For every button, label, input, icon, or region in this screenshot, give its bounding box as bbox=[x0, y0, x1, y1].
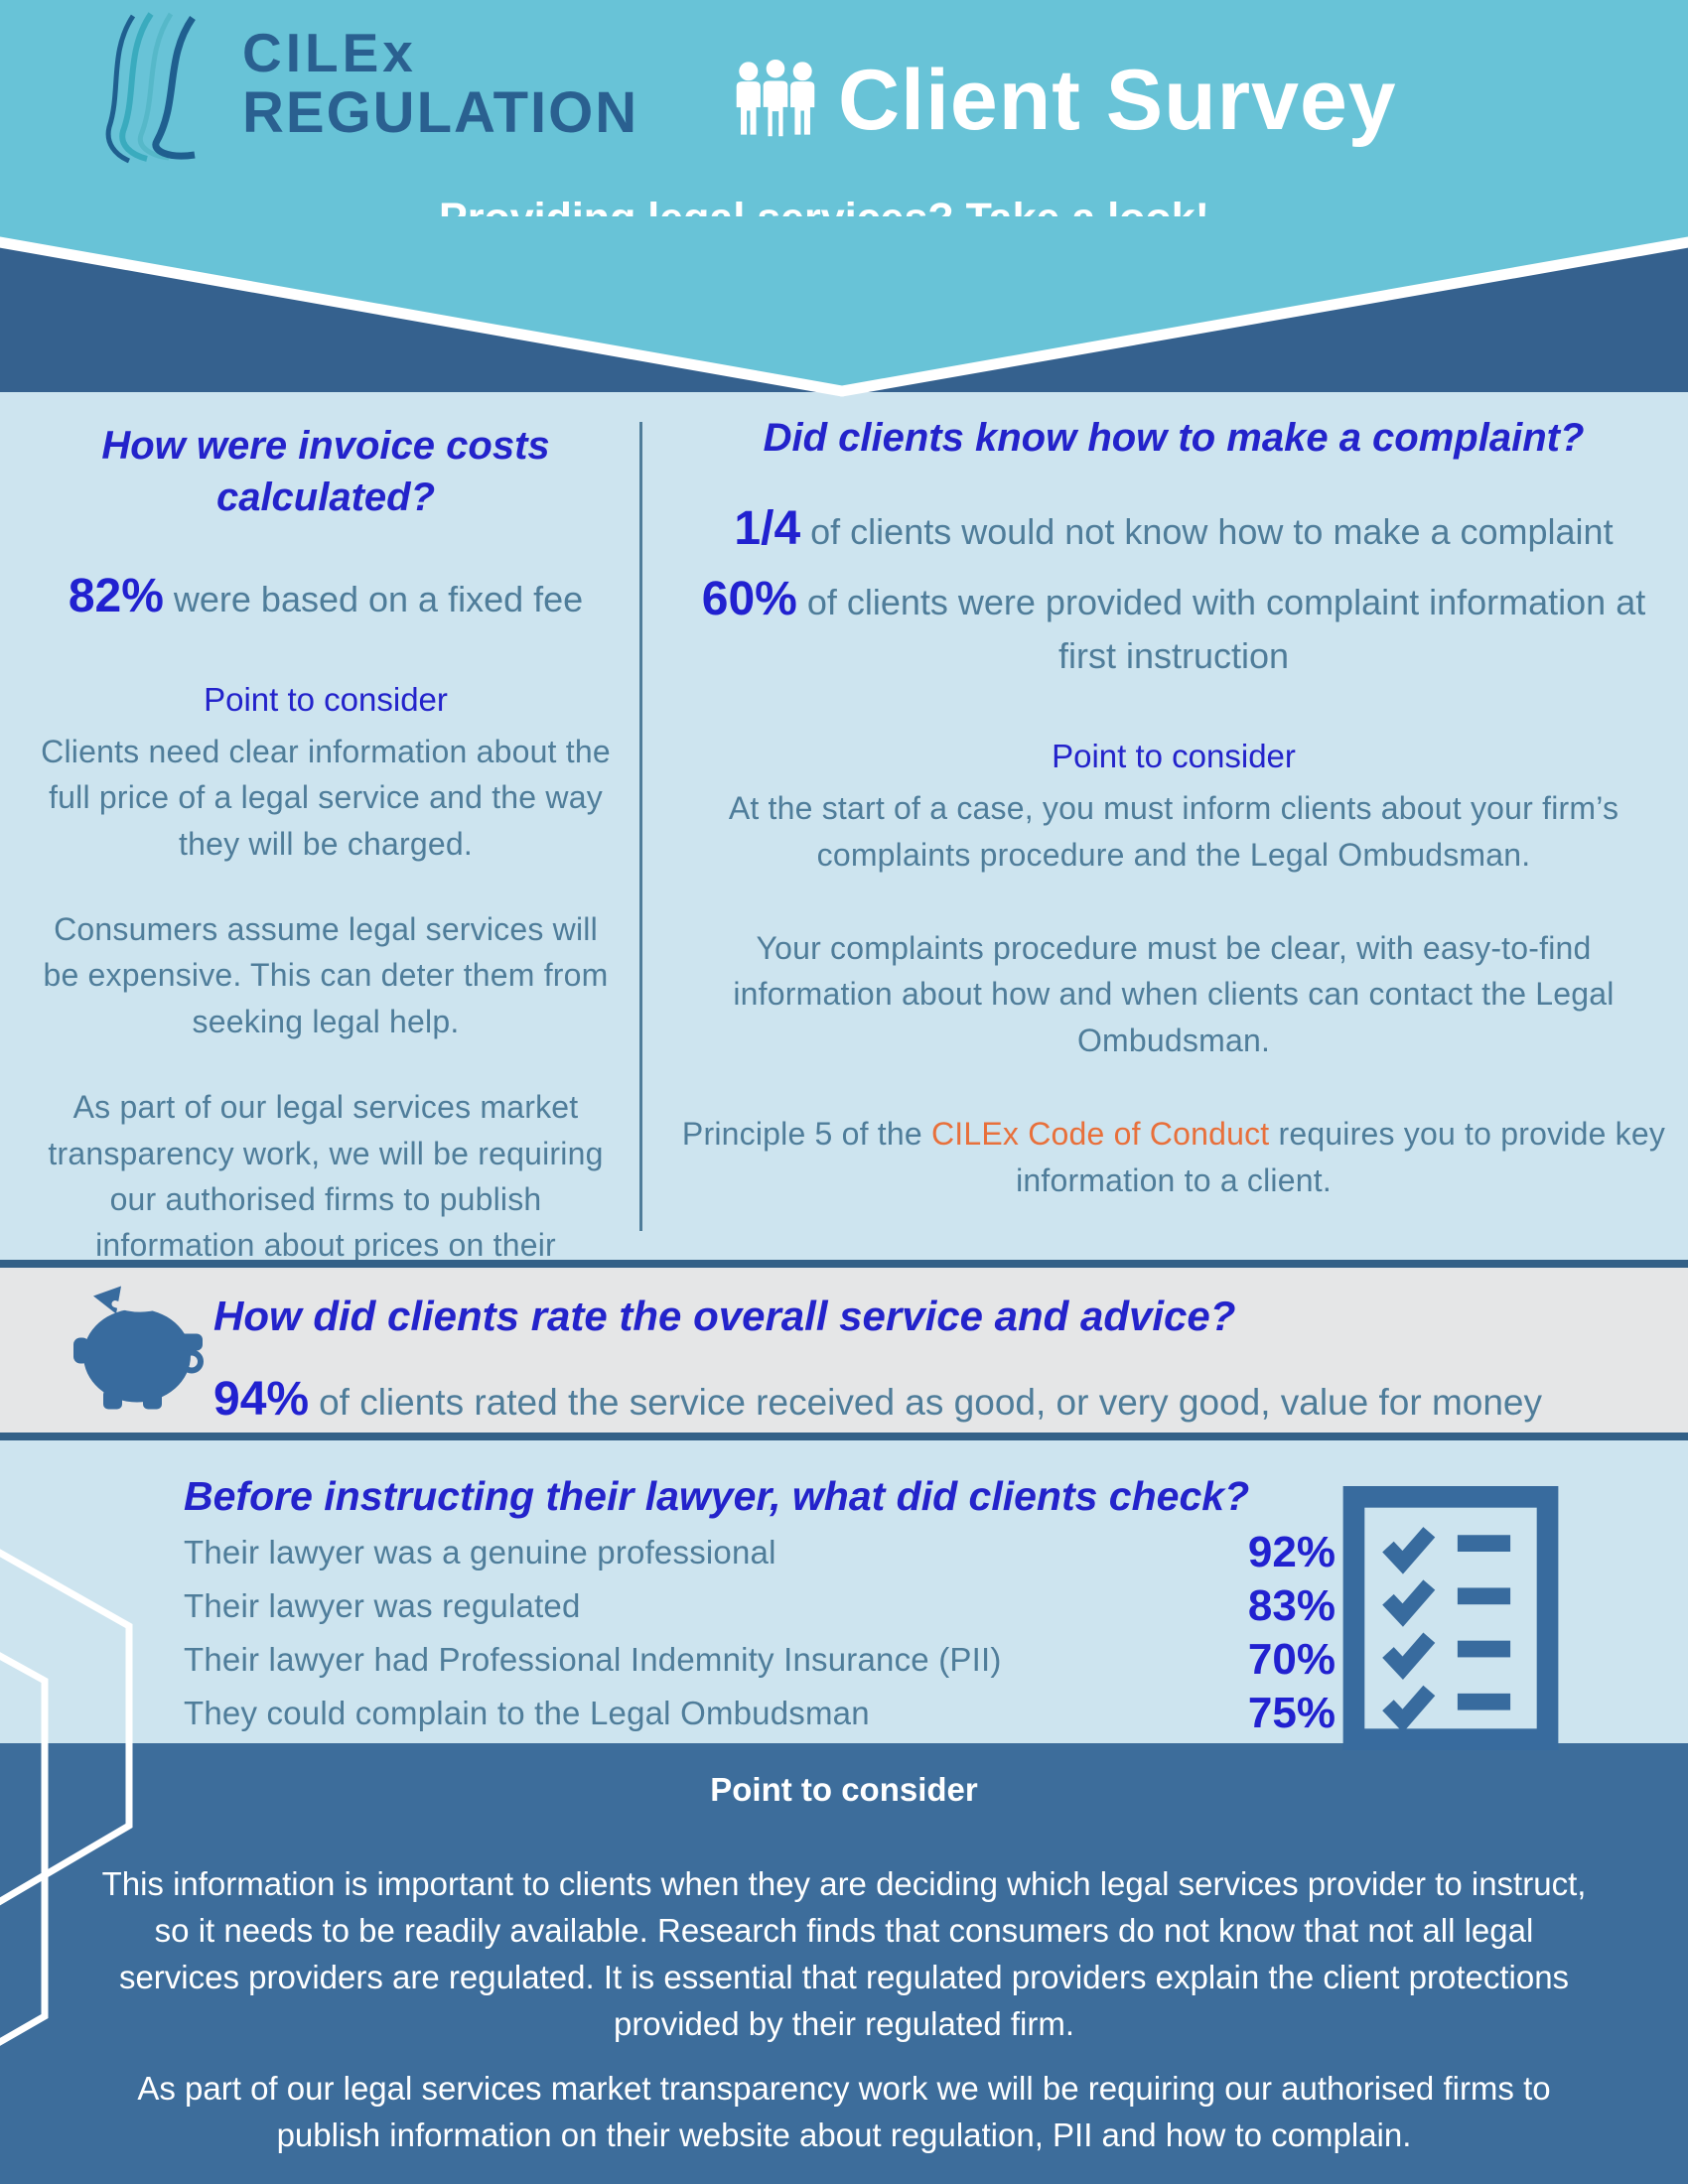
logo-line-cilex: CILEx bbox=[242, 22, 417, 83]
rating-section-title: How did clients rate the overall service… bbox=[213, 1293, 1236, 1339]
column-divider bbox=[639, 422, 642, 1231]
principle-pre-text: Principle 5 of the bbox=[681, 1116, 931, 1153]
chevron-band-decoration bbox=[0, 216, 1688, 397]
cilex-logo-swoosh-icon bbox=[105, 12, 196, 164]
checklist-row: Their lawyer had Professional Indemnity … bbox=[184, 1633, 1336, 1687]
survey-results-section: How were invoice costs calculated? 82% we… bbox=[0, 392, 1688, 1337]
checklist-item-value: 83% bbox=[1247, 1581, 1336, 1630]
page-title: Client Survey bbox=[838, 53, 1397, 148]
complaint-stat-2: 60% of clients were provided with complai… bbox=[677, 568, 1670, 680]
complaint-stat-2-value: 60% bbox=[701, 572, 797, 625]
piggy-bank-icon bbox=[73, 1286, 204, 1410]
invoice-stat-text: were based on a fixed fee bbox=[173, 579, 584, 619]
invoice-paragraph-1: Clients need clear information about the… bbox=[41, 733, 611, 862]
footer-point-to-consider: Point to consider bbox=[710, 1771, 978, 1808]
rating-stat-value: 94% bbox=[213, 1372, 310, 1426]
rating-stat: 94% of clients rated the service received… bbox=[213, 1368, 1643, 1433]
people-group-icon bbox=[736, 57, 815, 139]
complaint-point-to-consider: Point to consider bbox=[1052, 738, 1296, 775]
invoice-costs-column: How were invoice costs calculated? 82% we… bbox=[36, 420, 616, 1354]
checklist-item-value: 92% bbox=[1247, 1528, 1336, 1576]
footer-section: Point to consider This information is im… bbox=[0, 1743, 1688, 2184]
rating-stat-text: of clients rated the service received as… bbox=[319, 1381, 1543, 1423]
rating-band: How did clients rate the overall service… bbox=[0, 1260, 1688, 1440]
complaint-stat-1: 1/4 of clients would not know how to make… bbox=[677, 497, 1670, 562]
complaints-column: Did clients know how to make a complaint… bbox=[677, 412, 1670, 1391]
footer-paragraph-2: As part of our legal services market tra… bbox=[137, 2070, 1551, 2153]
complaint-stat-1-value: 1/4 bbox=[734, 502, 801, 555]
checklist-section-title: Before instructing their lawyer, what di… bbox=[184, 1473, 1250, 1519]
invoice-paragraph-2: Consumers assume legal services will be … bbox=[43, 910, 609, 1039]
cilex-regulation-logo: CILEx REGULATION bbox=[99, 10, 638, 164]
code-of-conduct-link[interactable]: CILEx Code of Conduct bbox=[930, 1116, 1270, 1153]
invoice-stat: 82% were based on a fixed fee bbox=[36, 565, 616, 629]
checklist-section: Before instructing their lawyer, what di… bbox=[0, 1440, 1688, 1750]
rating-text-block: How did clients rate the overall service… bbox=[213, 1290, 1643, 1432]
invoice-stat-value: 82% bbox=[68, 570, 164, 622]
complaint-principle-paragraph: Principle 5 of the CILEx Code of Conduct… bbox=[677, 1111, 1670, 1203]
complaint-paragraph-2: Your complaints procedure must be clear,… bbox=[733, 929, 1615, 1058]
complaint-stat-2-text: of clients were provided with complaint … bbox=[806, 581, 1646, 676]
checklist-item-label: They could complain to the Legal Ombudsm… bbox=[184, 1695, 870, 1731]
complaint-section-title: Did clients know how to make a complaint… bbox=[763, 416, 1585, 460]
checklist-row: Their lawyer was regulated 83% bbox=[184, 1579, 1336, 1633]
checklist-item-label: Their lawyer had Professional Indemnity … bbox=[184, 1641, 1002, 1678]
principle-post-text: requires you to provide key information … bbox=[1016, 1116, 1666, 1198]
footer-paragraph-1: This information is important to clients… bbox=[101, 1865, 1587, 2042]
checklist-item-value: 70% bbox=[1247, 1635, 1336, 1684]
logo-text: CILEx REGULATION bbox=[242, 26, 638, 142]
checklist-item-label: Their lawyer was a genuine professional bbox=[184, 1534, 776, 1570]
checklist-row: They could complain to the Legal Ombudsm… bbox=[184, 1687, 1336, 1740]
title-row: Client Survey bbox=[735, 54, 1397, 143]
logo-line-regulation: REGULATION bbox=[242, 80, 639, 145]
checklist-rows: Their lawyer was a genuine professional … bbox=[184, 1526, 1336, 1740]
invoice-section-title: How were invoice costs calculated? bbox=[101, 424, 550, 519]
checklist-item-label: Their lawyer was regulated bbox=[184, 1587, 581, 1624]
checklist-item-value: 75% bbox=[1247, 1689, 1336, 1737]
complaint-stat-1-text: of clients would not know how to make a … bbox=[810, 511, 1614, 552]
invoice-point-to-consider: Point to consider bbox=[204, 680, 448, 718]
checklist-row: Their lawyer was a genuine professional … bbox=[184, 1526, 1336, 1579]
complaint-paragraph-1: At the start of a case, you must inform … bbox=[728, 790, 1619, 873]
checklist-clipboard-icon bbox=[1342, 1486, 1559, 1750]
